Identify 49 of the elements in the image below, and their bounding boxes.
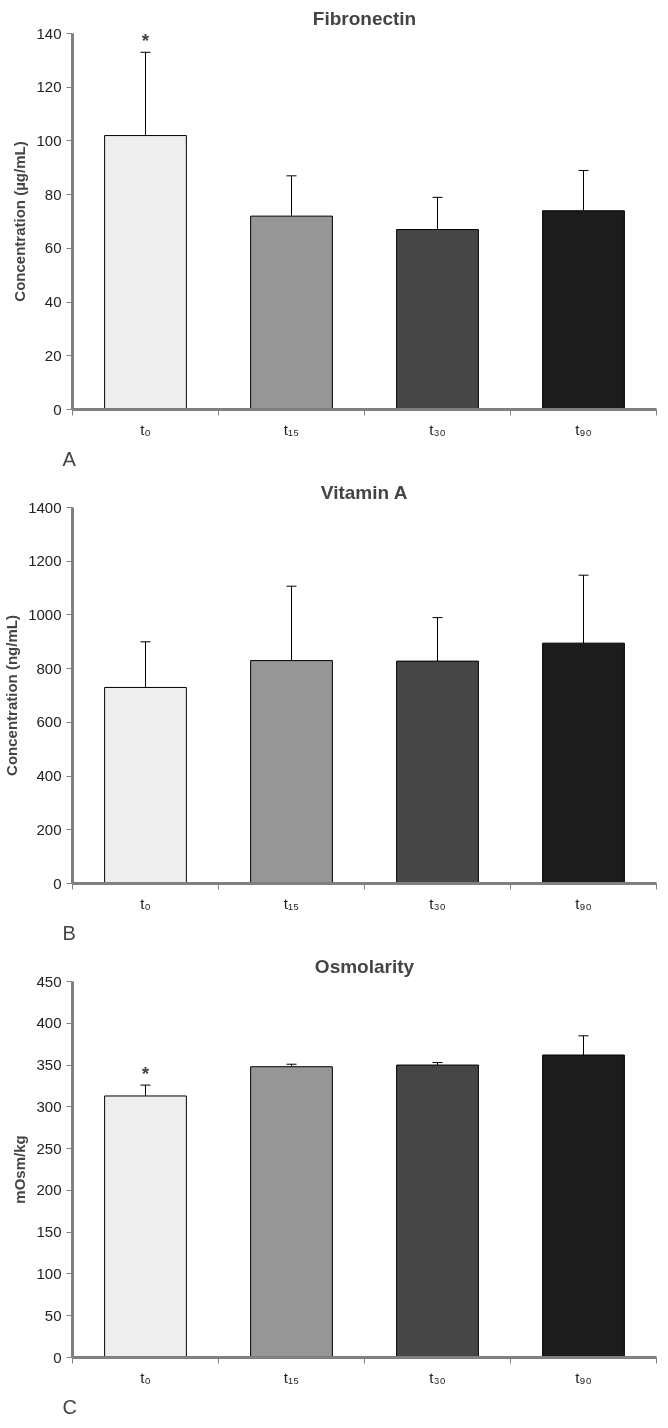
y-tick-label: 600 <box>36 713 62 731</box>
y-tick-label: 50 <box>44 1306 62 1324</box>
x-tick-label: t₀ <box>140 1368 151 1386</box>
x-tick-label: t₉₀ <box>575 1368 592 1386</box>
y-tick-label: 1400 <box>28 498 62 516</box>
annotation: * <box>141 1063 150 1085</box>
y-tick-label: 400 <box>36 1014 62 1032</box>
x-tick-label: t₃₀ <box>429 1368 446 1386</box>
x-tick-label: t₁₅ <box>283 1368 300 1386</box>
y-tick-label: 800 <box>36 659 62 677</box>
annotation: * <box>141 30 150 52</box>
x-tick-label: t₀ <box>140 420 151 438</box>
chart-title: Vitamin A <box>320 481 408 503</box>
y-tick-label: 0 <box>53 874 62 892</box>
chart-title: Fibronectin <box>312 7 417 29</box>
y-tick-label: 250 <box>36 1139 62 1157</box>
text: B <box>62 921 76 944</box>
y-tick-label: 1000 <box>28 605 62 623</box>
x-tick-label: t₃₀ <box>429 894 446 912</box>
text: A <box>62 447 77 470</box>
y-tick-label: 0 <box>53 400 62 418</box>
y-tick-label: 400 <box>36 767 62 785</box>
y-tick-label: 150 <box>36 1223 62 1241</box>
y-axis-title: Concentration (ng/mL) <box>3 615 21 776</box>
text: C <box>62 1395 77 1418</box>
y-tick-label: 1200 <box>28 552 62 570</box>
y-tick-label: 100 <box>36 131 62 149</box>
y-axis-title: mOsm/kg <box>11 1135 29 1204</box>
x-tick-label: t₉₀ <box>575 420 592 438</box>
y-tick-label: 20 <box>44 346 62 364</box>
y-tick-label: 40 <box>44 293 62 311</box>
y-tick-label: 120 <box>36 78 62 96</box>
y-tick-label: 140 <box>36 24 62 42</box>
y-tick-label: 200 <box>36 1181 62 1199</box>
y-tick-label: 60 <box>44 239 62 257</box>
y-axis-title: Concentration (µg/mL) <box>11 141 29 302</box>
y-tick-label: 450 <box>36 972 62 990</box>
y-tick-label: 350 <box>36 1056 62 1074</box>
x-tick-label: t₁₅ <box>283 894 300 912</box>
chart-title: Osmolarity <box>314 955 415 977</box>
y-tick-label: 100 <box>36 1264 62 1282</box>
y-tick-label: 200 <box>36 820 62 838</box>
x-tick-label: t₉₀ <box>575 894 592 912</box>
y-tick-label: 80 <box>44 185 62 203</box>
y-tick-label: 0 <box>53 1348 62 1366</box>
x-tick-label: t₃₀ <box>429 420 446 438</box>
x-tick-label: t₁₅ <box>283 420 300 438</box>
x-tick-label: t₀ <box>140 894 151 912</box>
y-tick-label: 300 <box>36 1097 62 1115</box>
